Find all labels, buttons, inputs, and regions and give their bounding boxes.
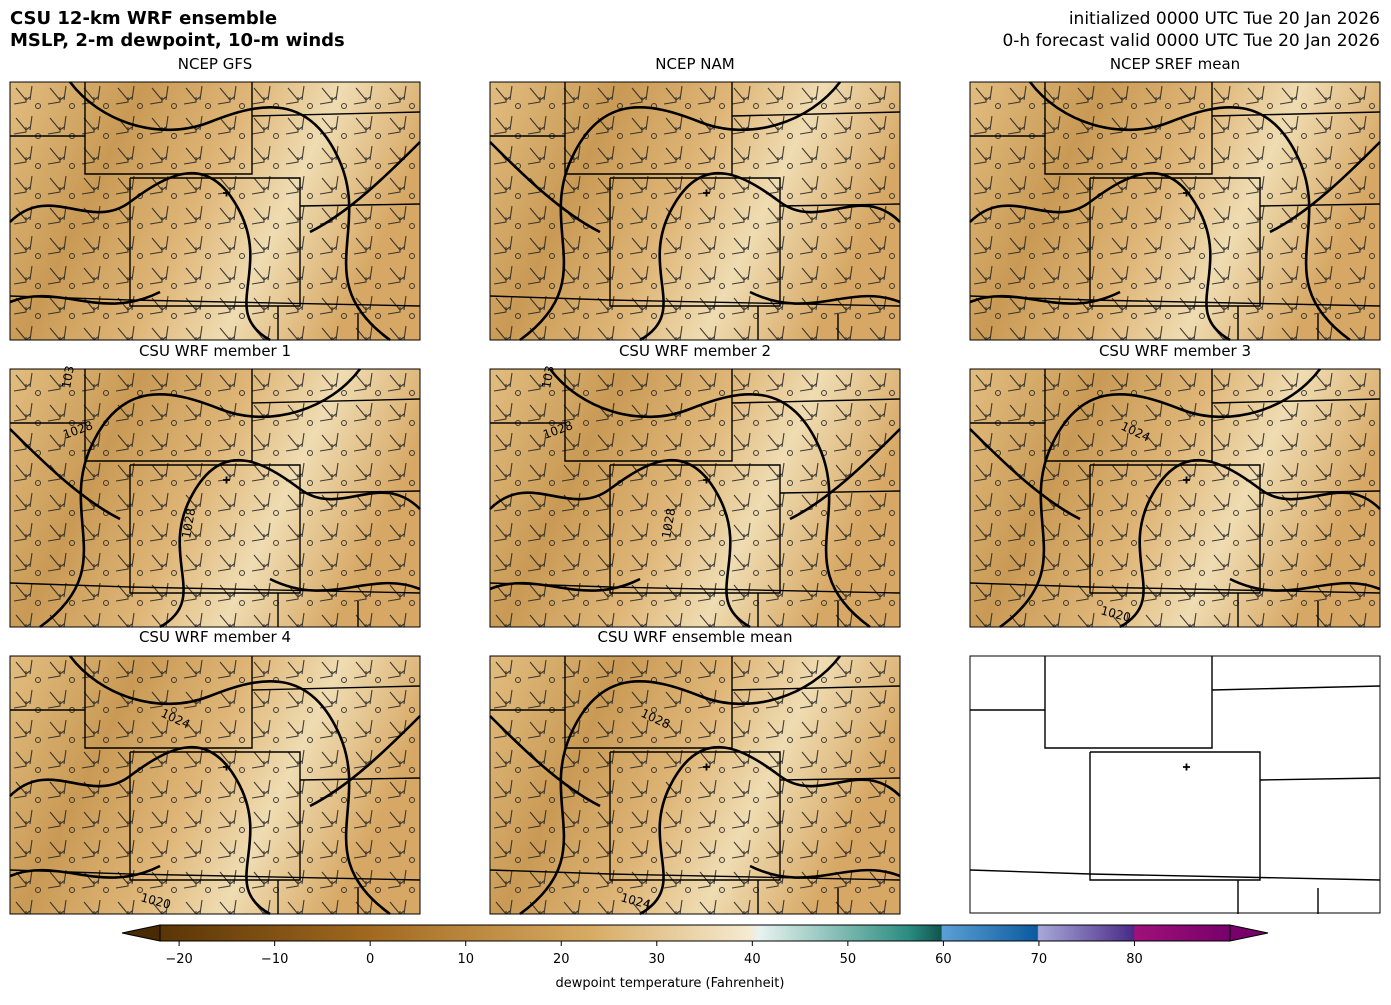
reference-map [969, 655, 1381, 915]
panel-title: CSU WRF ensemble mean [597, 628, 792, 646]
panel-frame [489, 655, 901, 915]
panel-frame [489, 81, 901, 341]
valid-time: 0-h forecast valid 0000 UTC Tue 20 Jan 2… [1002, 31, 1380, 51]
contour-label: 1028 [659, 507, 678, 540]
panel-frame [969, 81, 1381, 341]
panel-title: NCEP GFS [178, 55, 253, 73]
panel-frame [969, 368, 1381, 628]
cbar-extend-low [121, 924, 161, 942]
colorbar-tick-label: 40 [744, 952, 761, 967]
colorbar-label: dewpoint temperature (Fahrenheit) [556, 976, 785, 991]
colorbar-tick-label: −20 [165, 952, 192, 967]
colorbar-tick-label: 60 [935, 952, 952, 967]
colorbar [159, 924, 1231, 942]
map-panel [8, 80, 422, 342]
title: MSLP, 2-m dewpoint, 10-m winds [10, 30, 345, 51]
colorbar-tick-label: 50 [840, 952, 857, 967]
colorbar-tick-label: 30 [649, 952, 666, 967]
contour-label: 103 [539, 365, 557, 390]
colorbar-tick-label: 80 [1126, 952, 1143, 967]
title: CSU 12-km WRF ensemble [10, 8, 277, 29]
colorbar-tick-label: 20 [553, 952, 570, 967]
panel-title: CSU WRF member 4 [139, 628, 291, 646]
panel-title: NCEP SREF mean [1110, 55, 1240, 73]
colorbar-tick-label: 10 [457, 952, 474, 967]
map-panel [968, 80, 1382, 342]
panel-frame [9, 655, 421, 915]
panel-title: CSU WRF member 2 [619, 342, 771, 360]
colorbar-tick-label: −10 [261, 952, 288, 967]
panel-frame [9, 368, 421, 628]
panel-title: CSU WRF member 3 [1099, 342, 1251, 360]
panel-title: NCEP NAM [655, 55, 734, 73]
panel-frame [9, 81, 421, 341]
panel-frame [489, 368, 901, 628]
map-panel [488, 80, 902, 342]
panel-title: CSU WRF member 1 [139, 342, 291, 360]
cbar-extend-high [1229, 924, 1269, 942]
contour-label: 1028 [179, 507, 198, 540]
colorbar-tick-label: 0 [366, 952, 374, 967]
colorbar-tick-label: 70 [1031, 952, 1048, 967]
init-time: initialized 0000 UTC Tue 20 Jan 2026 [1069, 9, 1380, 29]
contour-label: 103 [59, 365, 77, 390]
